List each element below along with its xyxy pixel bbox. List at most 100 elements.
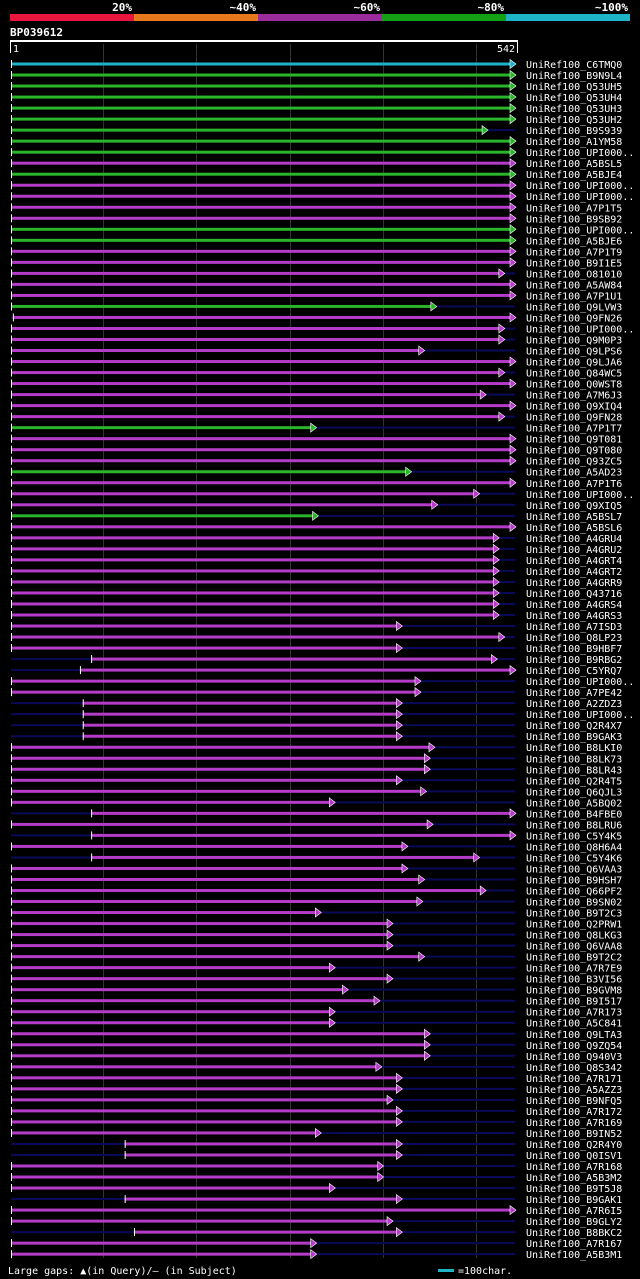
hit-accession[interactable]: UniRef100_B9I1E5: [526, 258, 622, 269]
hit-row[interactable]: UniRef100_A7R168: [11, 1160, 622, 1174]
hit-accession[interactable]: UniRef100_Q2PRW1: [526, 920, 622, 931]
hit-row[interactable]: UniRef100_Q9ZQ54: [11, 1039, 622, 1052]
hit-row[interactable]: UniRef100_B9HSH7: [11, 874, 622, 887]
hit-accession[interactable]: UniRef100_A4GRS4: [526, 600, 622, 611]
hit-row[interactable]: UniRef100_B9GAK3: [11, 731, 622, 744]
hit-accession[interactable]: UniRef100_A5BSL6: [526, 523, 622, 534]
hit-accession[interactable]: UniRef100_B4FBE0: [526, 809, 622, 820]
hit-row[interactable]: UniRef100_B9T2C2: [11, 951, 622, 964]
hit-accession[interactable]: UniRef100_B9S939: [526, 126, 622, 137]
hit-accession[interactable]: UniRef100_A5BSL7: [526, 512, 622, 523]
hit-accession[interactable]: UniRef100_A7PE42: [526, 688, 622, 699]
hit-accession[interactable]: UniRef100_B8LK73: [526, 754, 622, 765]
hit-row[interactable]: UniRef100_Q0ISV1: [11, 1149, 622, 1162]
hit-accession[interactable]: UniRef100_Q0ISV1: [526, 1151, 622, 1162]
hit-accession[interactable]: UniRef100_A7P1T7: [526, 424, 622, 435]
hit-row[interactable]: UniRef100_A2ZDZ3: [11, 698, 622, 711]
hit-row[interactable]: UniRef100_A5AW84: [11, 279, 622, 292]
hit-accession[interactable]: UniRef100_Q6VAA8: [526, 942, 622, 953]
hit-accession[interactable]: UniRef100_Q84WC5: [526, 369, 622, 380]
hit-row[interactable]: UniRef100_UPI000..: [11, 709, 634, 722]
hit-accession[interactable]: UniRef100_A7R168: [526, 1162, 622, 1173]
hit-row[interactable]: UniRef100_Q43716: [11, 587, 622, 600]
hit-accession[interactable]: UniRef100_C5Y4K6: [526, 853, 622, 864]
hit-accession[interactable]: UniRef100_Q8S342: [526, 1063, 622, 1074]
hit-accession[interactable]: UniRef100_A5AW84: [526, 280, 622, 291]
hit-row[interactable]: UniRef100_Q8LP23: [11, 631, 622, 645]
hit-accession[interactable]: UniRef100_C6TMQ0: [526, 60, 622, 71]
hit-accession[interactable]: UniRef100_B9GAK1: [526, 1195, 622, 1206]
hit-row[interactable]: UniRef100_A5AZZ3: [11, 1083, 622, 1096]
hit-accession[interactable]: UniRef100_B9IN52: [526, 1129, 622, 1140]
hit-accession[interactable]: UniRef100_Q2R4X7: [526, 721, 622, 732]
hit-accession[interactable]: UniRef100_A5BJE4: [526, 170, 622, 181]
hit-accession[interactable]: UniRef100_B9HSH7: [526, 875, 622, 886]
hit-accession[interactable]: UniRef100_Q53UH5: [526, 82, 622, 93]
hit-row[interactable]: UniRef100_A5BJE6: [11, 235, 622, 248]
hit-accession[interactable]: UniRef100_B8LR43: [526, 765, 622, 776]
hit-row[interactable]: UniRef100_C5YRQ7: [11, 664, 622, 678]
hit-row[interactable]: UniRef100_Q940V3: [11, 1050, 622, 1063]
hit-row[interactable]: UniRef100_B9SN02: [11, 896, 622, 909]
hit-row[interactable]: UniRef100_B9GLY2: [11, 1215, 622, 1229]
hit-accession[interactable]: UniRef100_Q8H6A4: [526, 842, 622, 853]
hit-accession[interactable]: UniRef100_A7R173: [526, 1008, 622, 1019]
hit-row[interactable]: UniRef100_UPI000..: [11, 488, 634, 501]
hit-accession[interactable]: UniRef100_A5B3M1: [526, 1250, 622, 1261]
hit-row[interactable]: UniRef100_Q9LTA3: [11, 1028, 622, 1041]
hit-accession[interactable]: UniRef100_B9SB92: [526, 214, 622, 225]
hit-accession[interactable]: UniRef100_Q9M0P3: [526, 336, 622, 347]
hit-row[interactable]: UniRef100_B9GVM8: [11, 984, 622, 997]
hit-row[interactable]: UniRef100_A7ISD3: [11, 620, 622, 634]
hit-row[interactable]: UniRef100_B9N9L4: [11, 69, 622, 83]
hit-row[interactable]: UniRef100_Q6VAA8: [11, 940, 622, 953]
hit-accession[interactable]: UniRef100_Q2R4Y0: [526, 1140, 622, 1151]
hit-accession[interactable]: UniRef100_A7ISD3: [526, 622, 622, 633]
hit-row[interactable]: UniRef100_A5BSL7: [11, 510, 622, 523]
hit-row[interactable]: UniRef100_B9I517: [11, 995, 622, 1008]
hit-row[interactable]: UniRef100_A5BQ02: [11, 797, 622, 810]
hit-row[interactable]: UniRef100_UPI000..: [11, 147, 634, 160]
hit-accession[interactable]: UniRef100_A5AD23: [526, 468, 622, 479]
hit-row[interactable]: UniRef100_A7P1T9: [11, 246, 622, 259]
hit-accession[interactable]: UniRef100_Q9FN26: [526, 313, 622, 324]
hit-row[interactable]: UniRef100_A7P1T7: [11, 422, 622, 435]
hit-accession[interactable]: UniRef100_A7P1T5: [526, 203, 622, 214]
hit-accession[interactable]: UniRef100_Q9FN28: [526, 413, 622, 424]
hit-row[interactable]: UniRef100_Q93ZC5: [11, 455, 622, 468]
hit-accession[interactable]: UniRef100_Q9XIQ4: [526, 402, 622, 413]
hit-accession[interactable]: UniRef100_B9GVM8: [526, 986, 622, 997]
hit-row[interactable]: UniRef100_Q9FN26: [11, 312, 622, 325]
hit-accession[interactable]: UniRef100_Q6VAA3: [526, 864, 622, 875]
hit-row[interactable]: UniRef100_Q6QJL3: [11, 786, 622, 799]
hit-row[interactable]: UniRef100_B8LR43: [11, 764, 622, 777]
hit-row[interactable]: UniRef100_Q9LJA6: [11, 356, 622, 369]
hit-accession[interactable]: UniRef100_A4GRU2: [526, 545, 622, 556]
hit-accession[interactable]: UniRef100_Q43716: [526, 589, 622, 600]
hit-accession[interactable]: UniRef100_Q2R4T5: [526, 776, 622, 787]
hit-accession[interactable]: UniRef100_A7R169: [526, 1118, 622, 1129]
hit-accession[interactable]: UniRef100_UPI000..: [526, 181, 634, 192]
hit-accession[interactable]: UniRef100_UPI000..: [526, 677, 634, 688]
hit-row[interactable]: UniRef100_A7R172: [11, 1105, 622, 1118]
hit-accession[interactable]: UniRef100_UPI000..: [526, 225, 634, 236]
hit-accession[interactable]: UniRef100_A4GRT4: [526, 556, 622, 567]
hit-row[interactable]: UniRef100_A7R6I5: [11, 1204, 622, 1218]
hit-row[interactable]: UniRef100_Q9LVW3: [11, 301, 622, 314]
hit-accession[interactable]: UniRef100_C5YRQ7: [526, 666, 622, 677]
hit-accession[interactable]: UniRef100_A5AZZ3: [526, 1085, 622, 1096]
hit-row[interactable]: UniRef100_Q66PF2: [11, 885, 622, 898]
hit-accession[interactable]: UniRef100_A4GRS3: [526, 611, 622, 622]
hit-accession[interactable]: UniRef100_Q53UH3: [526, 104, 622, 115]
hit-accession[interactable]: UniRef100_B9T5J8: [526, 1184, 622, 1195]
hit-row[interactable]: UniRef100_A5B3M2: [11, 1171, 622, 1185]
hit-row[interactable]: UniRef100_Q9XIQ5: [11, 499, 622, 512]
hit-row[interactable]: UniRef100_A7R171: [11, 1072, 622, 1085]
hit-row[interactable]: UniRef100_A1YM58: [11, 136, 622, 149]
hit-accession[interactable]: UniRef100_B9GAK3: [526, 732, 622, 743]
hit-accession[interactable]: UniRef100_A7R7E9: [526, 964, 622, 975]
hit-row[interactable]: UniRef100_A4GRT2: [11, 565, 622, 578]
hit-row[interactable]: UniRef100_A7P1T5: [11, 202, 622, 215]
hit-accession[interactable]: UniRef100_Q9ZQ54: [526, 1041, 622, 1052]
hit-row[interactable]: UniRef100_Q9T081: [11, 433, 622, 446]
